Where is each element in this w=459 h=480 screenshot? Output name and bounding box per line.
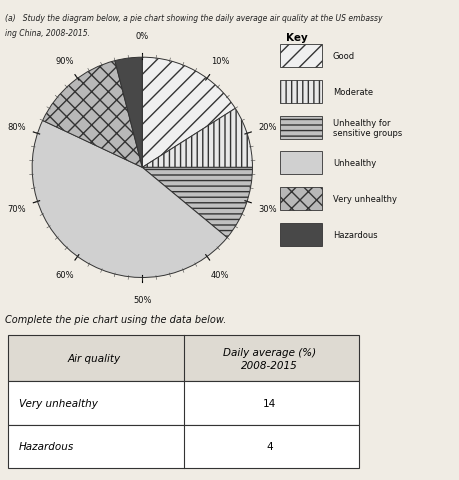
Wedge shape [43, 61, 142, 168]
Bar [280, 45, 322, 68]
Wedge shape [142, 58, 235, 168]
Text: 20%: 20% [259, 123, 277, 132]
Text: 0%: 0% [136, 32, 149, 41]
Text: Unhealthy: Unhealthy [333, 159, 376, 168]
Bar [280, 152, 322, 175]
Wedge shape [32, 121, 227, 278]
Text: Air quality: Air quality [67, 354, 121, 363]
Text: 60%: 60% [55, 270, 74, 279]
Text: Daily average (%)
2008-2015: Daily average (%) 2008-2015 [223, 348, 316, 370]
Text: 40%: 40% [211, 270, 229, 279]
Bar [280, 188, 322, 211]
Text: 30%: 30% [259, 204, 277, 213]
Bar [280, 224, 322, 247]
Text: Very unhealthy: Very unhealthy [333, 195, 397, 204]
Bar [280, 116, 322, 139]
Text: Unhealthy for
sensitive groups: Unhealthy for sensitive groups [333, 119, 402, 137]
Text: Good: Good [333, 52, 355, 61]
Text: 90%: 90% [56, 57, 74, 66]
Bar [8, 425, 359, 468]
Text: 50%: 50% [133, 295, 151, 304]
Text: Hazardous: Hazardous [19, 442, 74, 451]
Text: 14: 14 [263, 398, 276, 408]
Text: Hazardous: Hazardous [333, 230, 378, 240]
Wedge shape [142, 109, 252, 168]
Text: 70%: 70% [7, 204, 26, 213]
Text: Key: Key [286, 34, 308, 43]
Bar [8, 382, 359, 425]
Text: 80%: 80% [7, 123, 26, 132]
Wedge shape [115, 58, 142, 168]
Text: Very unhealthy: Very unhealthy [19, 398, 98, 408]
Text: Moderate: Moderate [333, 88, 373, 96]
Wedge shape [142, 168, 252, 238]
Bar [8, 336, 359, 382]
Text: (a)   Study the diagram below, a pie chart showing the daily average air quality: (a) Study the diagram below, a pie chart… [5, 14, 382, 24]
Text: 10%: 10% [211, 57, 229, 66]
Text: ing China, 2008-2015.: ing China, 2008-2015. [5, 29, 90, 38]
Text: 4: 4 [266, 442, 273, 451]
Bar [280, 81, 322, 104]
Text: Complete the pie chart using the data below.: Complete the pie chart using the data be… [5, 314, 226, 324]
